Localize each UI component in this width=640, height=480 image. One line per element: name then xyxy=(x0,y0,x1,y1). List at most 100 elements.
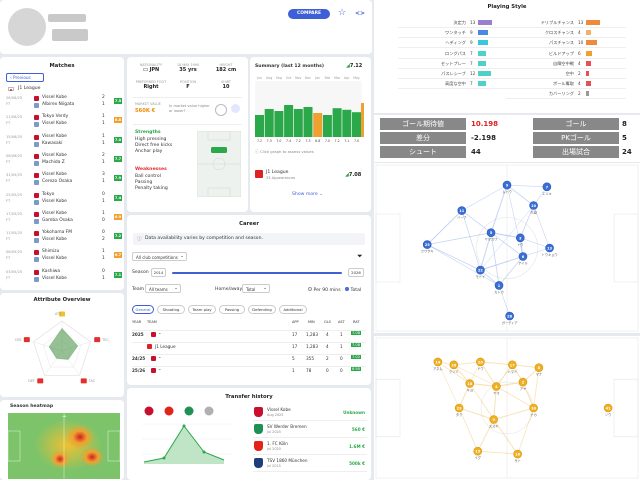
competition-select[interactable]: All club competitions ⌄ xyxy=(132,252,187,261)
player-node[interactable] xyxy=(545,243,554,253)
match-row[interactable]: 08/06/25 FT Vissel Kobe Machida Z 2 1 7.7 xyxy=(4,152,122,170)
month-label: Feb xyxy=(325,76,331,80)
player-node[interactable] xyxy=(465,379,475,388)
summary-bar[interactable] xyxy=(274,111,284,137)
summary-bar[interactable] xyxy=(284,105,294,137)
career-tab-general[interactable]: General xyxy=(132,305,154,314)
team-crest-icon xyxy=(151,356,156,361)
career-tab-defending[interactable]: Defending xyxy=(248,305,276,314)
player-node[interactable] xyxy=(518,377,528,387)
player-node[interactable] xyxy=(502,180,512,190)
homeaway-select[interactable]: Total ⌄ xyxy=(242,284,270,293)
player-node[interactable] xyxy=(476,357,485,367)
player-node[interactable] xyxy=(433,357,443,367)
favorite-star-icon[interactable]: ☆ xyxy=(338,8,347,18)
player-node[interactable] xyxy=(457,206,467,215)
attribute-badge xyxy=(23,337,30,343)
player-node[interactable] xyxy=(473,446,483,456)
match-row[interactable]: 25/05/25 FT Tokyo Vissel Kobe 0 1 7.4 xyxy=(4,191,122,209)
player-node[interactable] xyxy=(529,201,538,210)
career-tab-additional[interactable]: Additional xyxy=(279,305,307,314)
total-radio[interactable]: Total xyxy=(345,287,361,293)
value-dial-icon[interactable] xyxy=(215,104,227,116)
style-label: ワンタッチ xyxy=(445,30,466,36)
chevron-icon[interactable]: ⌃ xyxy=(158,332,162,337)
match-row[interactable]: 31/05/25 FT Vissel Kobe Cerezo Osaka 3 1 7.9 xyxy=(4,171,122,189)
player-node[interactable] xyxy=(489,415,498,424)
summary-bar[interactable] xyxy=(322,115,332,137)
style-value: 13 xyxy=(578,20,584,25)
match-row[interactable]: 15/06/25 FT Vissel Kobe Kawasaki 1 1 7.0 xyxy=(4,133,122,151)
market-value-question: In market value higher or lower? xyxy=(169,104,210,113)
player-node[interactable] xyxy=(516,233,525,243)
show-more-link[interactable]: Show more ⌄ xyxy=(292,192,324,197)
team-select[interactable]: All teams ⌄ xyxy=(145,284,181,293)
pass-link xyxy=(453,361,481,366)
player-node[interactable] xyxy=(492,382,501,391)
summary-bar[interactable] xyxy=(332,108,342,137)
player-node[interactable] xyxy=(454,403,464,413)
rating-triangle-icon: ◢ xyxy=(345,172,349,178)
summary-bar[interactable] xyxy=(293,109,303,137)
career-tab-team-play[interactable]: Team play xyxy=(188,305,216,314)
availability-note: ⓘ Data availability varies by competitio… xyxy=(133,233,365,245)
player-node-number: 11 xyxy=(459,209,465,213)
player-node[interactable] xyxy=(449,360,459,370)
heatmap-title: Season heatmap xyxy=(10,404,54,409)
chevron-icon[interactable]: ⌃ xyxy=(158,356,162,361)
pass-link xyxy=(461,210,492,234)
season-slider[interactable] xyxy=(172,272,342,274)
summary-bar[interactable] xyxy=(313,113,323,137)
match-row[interactable]: 11/05/25 FT Yokohama FM Vissel Kobe 0 2 7.2 xyxy=(4,229,122,247)
match-row[interactable]: 26/06/25 FT Vissel Kobe Albirex Niigata 2 1 7.… xyxy=(4,94,122,112)
bar-rating-label: 7.1 xyxy=(344,139,349,143)
player-node[interactable] xyxy=(542,182,552,192)
transfer-row[interactable]: TSV 1860 München Jul 2015 500k € xyxy=(253,456,367,472)
player-node[interactable] xyxy=(534,363,544,372)
transfer-value-chart[interactable] xyxy=(132,404,244,474)
match-row[interactable]: 06/05/25 FT Shimizu Vissel Kobe 1 1 6.7 xyxy=(4,248,122,266)
transfer-row[interactable]: SV Werder Bremen Jul 2024 560 € xyxy=(253,422,367,438)
season-to[interactable]: 2026 xyxy=(348,268,364,277)
chevron-icon[interactable]: ⌃ xyxy=(158,368,162,373)
compare-button[interactable]: COMPARE xyxy=(288,9,330,19)
filter-icon[interactable]: ⏷ xyxy=(357,252,363,260)
summary-bar[interactable] xyxy=(264,109,274,137)
player-node[interactable] xyxy=(486,228,496,237)
home-score: 2 xyxy=(102,152,105,158)
career-tab-passing[interactable]: Passing xyxy=(219,305,245,314)
match-status: FT xyxy=(6,140,11,145)
per90-radio[interactable]: Per 90 mins xyxy=(308,287,341,293)
player-node[interactable] xyxy=(505,311,514,321)
attribute-label: TEC xyxy=(101,338,109,342)
career-tab-shooting[interactable]: Shooting xyxy=(157,305,185,314)
summary-bar[interactable] xyxy=(352,112,361,137)
summary-bar[interactable] xyxy=(303,107,313,137)
previous-button[interactable]: ‹ Previous xyxy=(6,73,44,82)
player-node[interactable] xyxy=(494,281,504,290)
summary-bar[interactable] xyxy=(342,109,352,137)
match-row[interactable]: 03/05/25 FT Kashiwa Vissel Kobe 0 1 7.1 xyxy=(4,268,122,286)
transfer-row[interactable]: 1. FC Köln Jul 2020 1.6M € xyxy=(253,439,367,455)
share-code-icon[interactable]: <> xyxy=(355,10,366,17)
value-pin-icon[interactable] xyxy=(231,104,240,113)
player-node[interactable] xyxy=(518,252,528,261)
player-node[interactable] xyxy=(513,449,522,459)
summary-bar-chart[interactable]: Jun Aug Sep Oct Nov Dec Jan Feb Mar Apr May 7.2 7.3 7… xyxy=(253,75,365,147)
chevron-down-icon: ⌄ xyxy=(174,286,178,291)
season-from[interactable]: 2014 xyxy=(151,268,166,277)
player-node[interactable] xyxy=(422,240,432,249)
transfer-row[interactable]: Vissel Kobe Aug 2025 Unknown xyxy=(253,405,367,421)
player-node-name: ヤマ xyxy=(493,390,499,395)
away-team: Vissel Kobe xyxy=(42,256,67,262)
pass-link xyxy=(493,386,497,420)
player-node-name: スズキ xyxy=(489,424,499,429)
match-row[interactable]: 17/05/25 FT Vissel Kobe Gamba Osaka 1 0 6.9 xyxy=(4,210,122,228)
home-score: 1 xyxy=(102,210,105,216)
player-node[interactable] xyxy=(529,403,538,413)
player-node[interactable] xyxy=(603,403,613,413)
player-node[interactable] xyxy=(476,265,485,275)
player-node[interactable] xyxy=(508,360,517,370)
match-row[interactable]: 21/06/25 FT Tokyo Verdy Vissel Kobe 1 1 6.8 xyxy=(4,113,122,131)
summary-bar[interactable] xyxy=(255,115,264,137)
